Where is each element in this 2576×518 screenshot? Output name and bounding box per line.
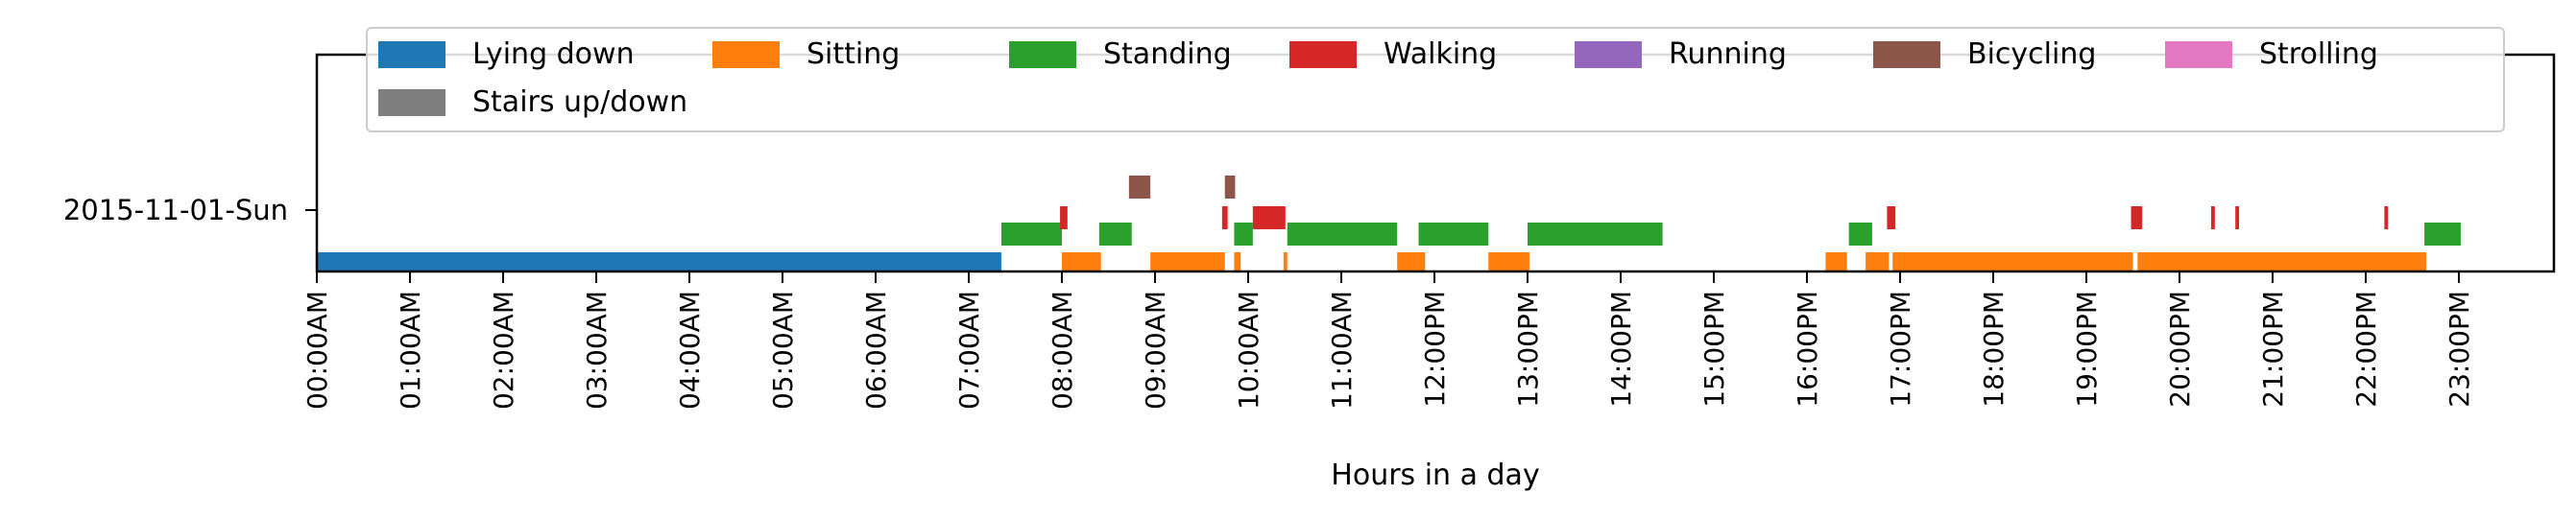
- legend-swatch: [712, 41, 780, 68]
- legend-swatch: [1873, 41, 1940, 68]
- bar-walking-2: [1252, 206, 1286, 229]
- x-tick-label: 12:00PM: [1419, 291, 1451, 408]
- legend-label: Standing: [1103, 37, 1232, 71]
- x-tick-label: 16:00PM: [1792, 291, 1823, 408]
- legend-label: Running: [1669, 37, 1787, 71]
- bar-standing-2: [1234, 223, 1253, 246]
- bar-walking-0: [1060, 206, 1068, 229]
- legend-frame: [366, 27, 2505, 132]
- bar-sitting-2: [1234, 252, 1241, 271]
- x-tick-label: 20:00PM: [2164, 291, 2196, 408]
- bar-walking-6: [2235, 206, 2240, 229]
- x-tick-label: 01:00AM: [395, 291, 426, 410]
- legend-swatch: [2165, 41, 2232, 68]
- x-tick-label: 02:00AM: [488, 291, 519, 410]
- x-tick-label: 18:00PM: [1978, 291, 2010, 408]
- legend: Lying down Sitting Standing Walking Running B…: [366, 27, 2505, 132]
- x-tick-label: 04:00AM: [674, 291, 706, 410]
- x-tick-label: 06:00AM: [860, 291, 892, 410]
- legend-swatch: [378, 89, 445, 116]
- bar-standing-7: [2424, 223, 2461, 246]
- y-axis: 2015-11-01-Sun: [63, 194, 317, 226]
- bar-walking-4: [2131, 206, 2143, 229]
- x-tick-label: 17:00PM: [1885, 291, 1916, 408]
- x-tick-label: 05:00AM: [767, 291, 799, 410]
- x-axis: 00:00AM 01:00AM 02:00AM 03:00AM 04:00AM 05:00…: [301, 271, 2475, 410]
- bar-walking-3: [1887, 206, 1896, 229]
- bar-standing-0: [1000, 223, 1062, 246]
- bar-sitting-3: [1283, 252, 1288, 271]
- legend-label: Stairs up/down: [472, 85, 687, 119]
- bar-sitting-6: [1825, 252, 1847, 271]
- bar-standing-5: [1528, 223, 1663, 246]
- x-tick-label: 15:00PM: [1698, 291, 1730, 408]
- x-tick-label: 23:00PM: [2444, 291, 2475, 408]
- bar-standing-6: [1848, 223, 1872, 246]
- x-tick-label: 03:00AM: [581, 291, 613, 410]
- legend-swatch: [378, 41, 445, 68]
- x-tick-label: 07:00AM: [953, 291, 985, 410]
- bar-bicycling-0: [1128, 176, 1151, 199]
- legend-swatch: [1575, 41, 1642, 68]
- legend-swatch: [1289, 41, 1357, 68]
- x-tick-label: 13:00PM: [1512, 291, 1544, 408]
- bar-sitting-1: [1150, 252, 1225, 271]
- bar-sitting-4: [1397, 252, 1426, 271]
- legend-label: Sitting: [807, 37, 900, 71]
- x-tick-label: 11:00AM: [1326, 291, 1358, 410]
- x-tick-label: 08:00AM: [1047, 291, 1078, 410]
- bar-walking-5: [2210, 206, 2215, 229]
- activity-bars: [317, 176, 2461, 271]
- bar-walking-1: [1221, 206, 1228, 229]
- x-tick-label: 00:00AM: [301, 291, 333, 410]
- bar-sitting-0: [1062, 252, 1101, 271]
- bar-walking-7: [2384, 206, 2389, 229]
- bar-bicycling-1: [1224, 176, 1236, 199]
- legend-label: Walking: [1384, 37, 1497, 71]
- x-tick-label: 09:00AM: [1140, 291, 1171, 410]
- bar-lying-down-0: [317, 252, 1001, 271]
- bar-standing-3: [1287, 223, 1398, 246]
- bar-sitting-9: [2137, 252, 2427, 271]
- legend-label: Bicycling: [1967, 37, 2096, 71]
- bar-standing-1: [1098, 223, 1132, 246]
- bar-sitting-7: [1866, 252, 1890, 271]
- x-tick-label: 14:00PM: [1605, 291, 1637, 408]
- legend-label: Lying down: [472, 37, 635, 71]
- x-tick-label: 10:00AM: [1233, 291, 1264, 410]
- bar-sitting-8: [1892, 252, 2133, 271]
- x-tick-label: 21:00PM: [2257, 291, 2289, 408]
- legend-swatch: [1009, 41, 1076, 68]
- y-tick-label: 2015-11-01-Sun: [63, 194, 288, 226]
- legend-label: Strolling: [2259, 37, 2378, 71]
- x-axis-label: Hours in a day: [1331, 459, 1539, 492]
- bar-sitting-5: [1488, 252, 1529, 271]
- x-tick-label: 19:00PM: [2071, 291, 2103, 408]
- bar-standing-4: [1418, 223, 1489, 246]
- x-tick-label: 22:00PM: [2350, 291, 2382, 408]
